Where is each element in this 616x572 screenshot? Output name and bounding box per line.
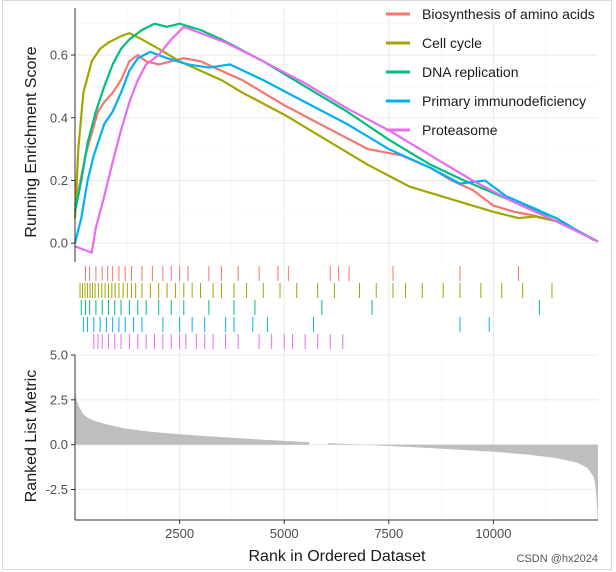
- legend-label: Proteasome: [422, 122, 498, 138]
- y-tick-label: 0.0: [50, 236, 68, 251]
- legend-label: Biosynthesis of amino acids: [422, 6, 595, 22]
- es-line: [73, 32, 595, 241]
- metric-area-positive: [75, 392, 310, 445]
- ranked-metric-area: [75, 392, 598, 522]
- x-tick-label: 7500: [374, 526, 403, 541]
- legend: Biosynthesis of amino acids Cell cycle DNA…: [386, 6, 595, 138]
- es-line: [74, 25, 599, 254]
- rug-panel-grid: [179, 262, 494, 355]
- y-tick-label: 5.0: [50, 348, 68, 363]
- y-axis-title-bottom: Ranked List Metric: [23, 370, 40, 503]
- x-tick-label: 2500: [165, 526, 194, 541]
- axes: [74, 8, 598, 521]
- y-axis-title-top: Running Enrichment Score: [23, 46, 40, 237]
- x-ticks: 2500 5000 7500 10000: [165, 520, 511, 541]
- es-line: [73, 53, 599, 243]
- legend-label: DNA replication: [422, 64, 519, 80]
- es-line: [73, 22, 599, 243]
- legend-label: Primary immunodeficiency: [422, 93, 586, 109]
- y-tick-label: 0.6: [50, 48, 68, 63]
- metric-area-negative: [328, 443, 598, 522]
- x-tick-label: 5000: [270, 526, 299, 541]
- x-tick-label: 10000: [475, 526, 511, 541]
- watermark: CSDN @hx2024: [517, 553, 598, 565]
- y-tick-label: 2.5: [50, 392, 68, 407]
- y-tick-label: 0.4: [50, 110, 68, 125]
- legend-label: Cell cycle: [422, 35, 482, 51]
- y-tick-label: 0.2: [50, 173, 68, 188]
- top-y-ticks: 0.0 0.2 0.4 0.6: [50, 48, 75, 251]
- running-es-lines: [73, 22, 599, 254]
- x-axis-title: Rank in Ordered Dataset: [249, 548, 427, 565]
- y-tick-label: 0.0: [50, 437, 68, 452]
- es-line: [73, 50, 599, 244]
- bottom-y-ticks: -2.5 0.0 2.5 5.0: [46, 348, 75, 497]
- gene-hit-rug: [79, 266, 553, 349]
- y-tick-label: -2.5: [46, 482, 68, 497]
